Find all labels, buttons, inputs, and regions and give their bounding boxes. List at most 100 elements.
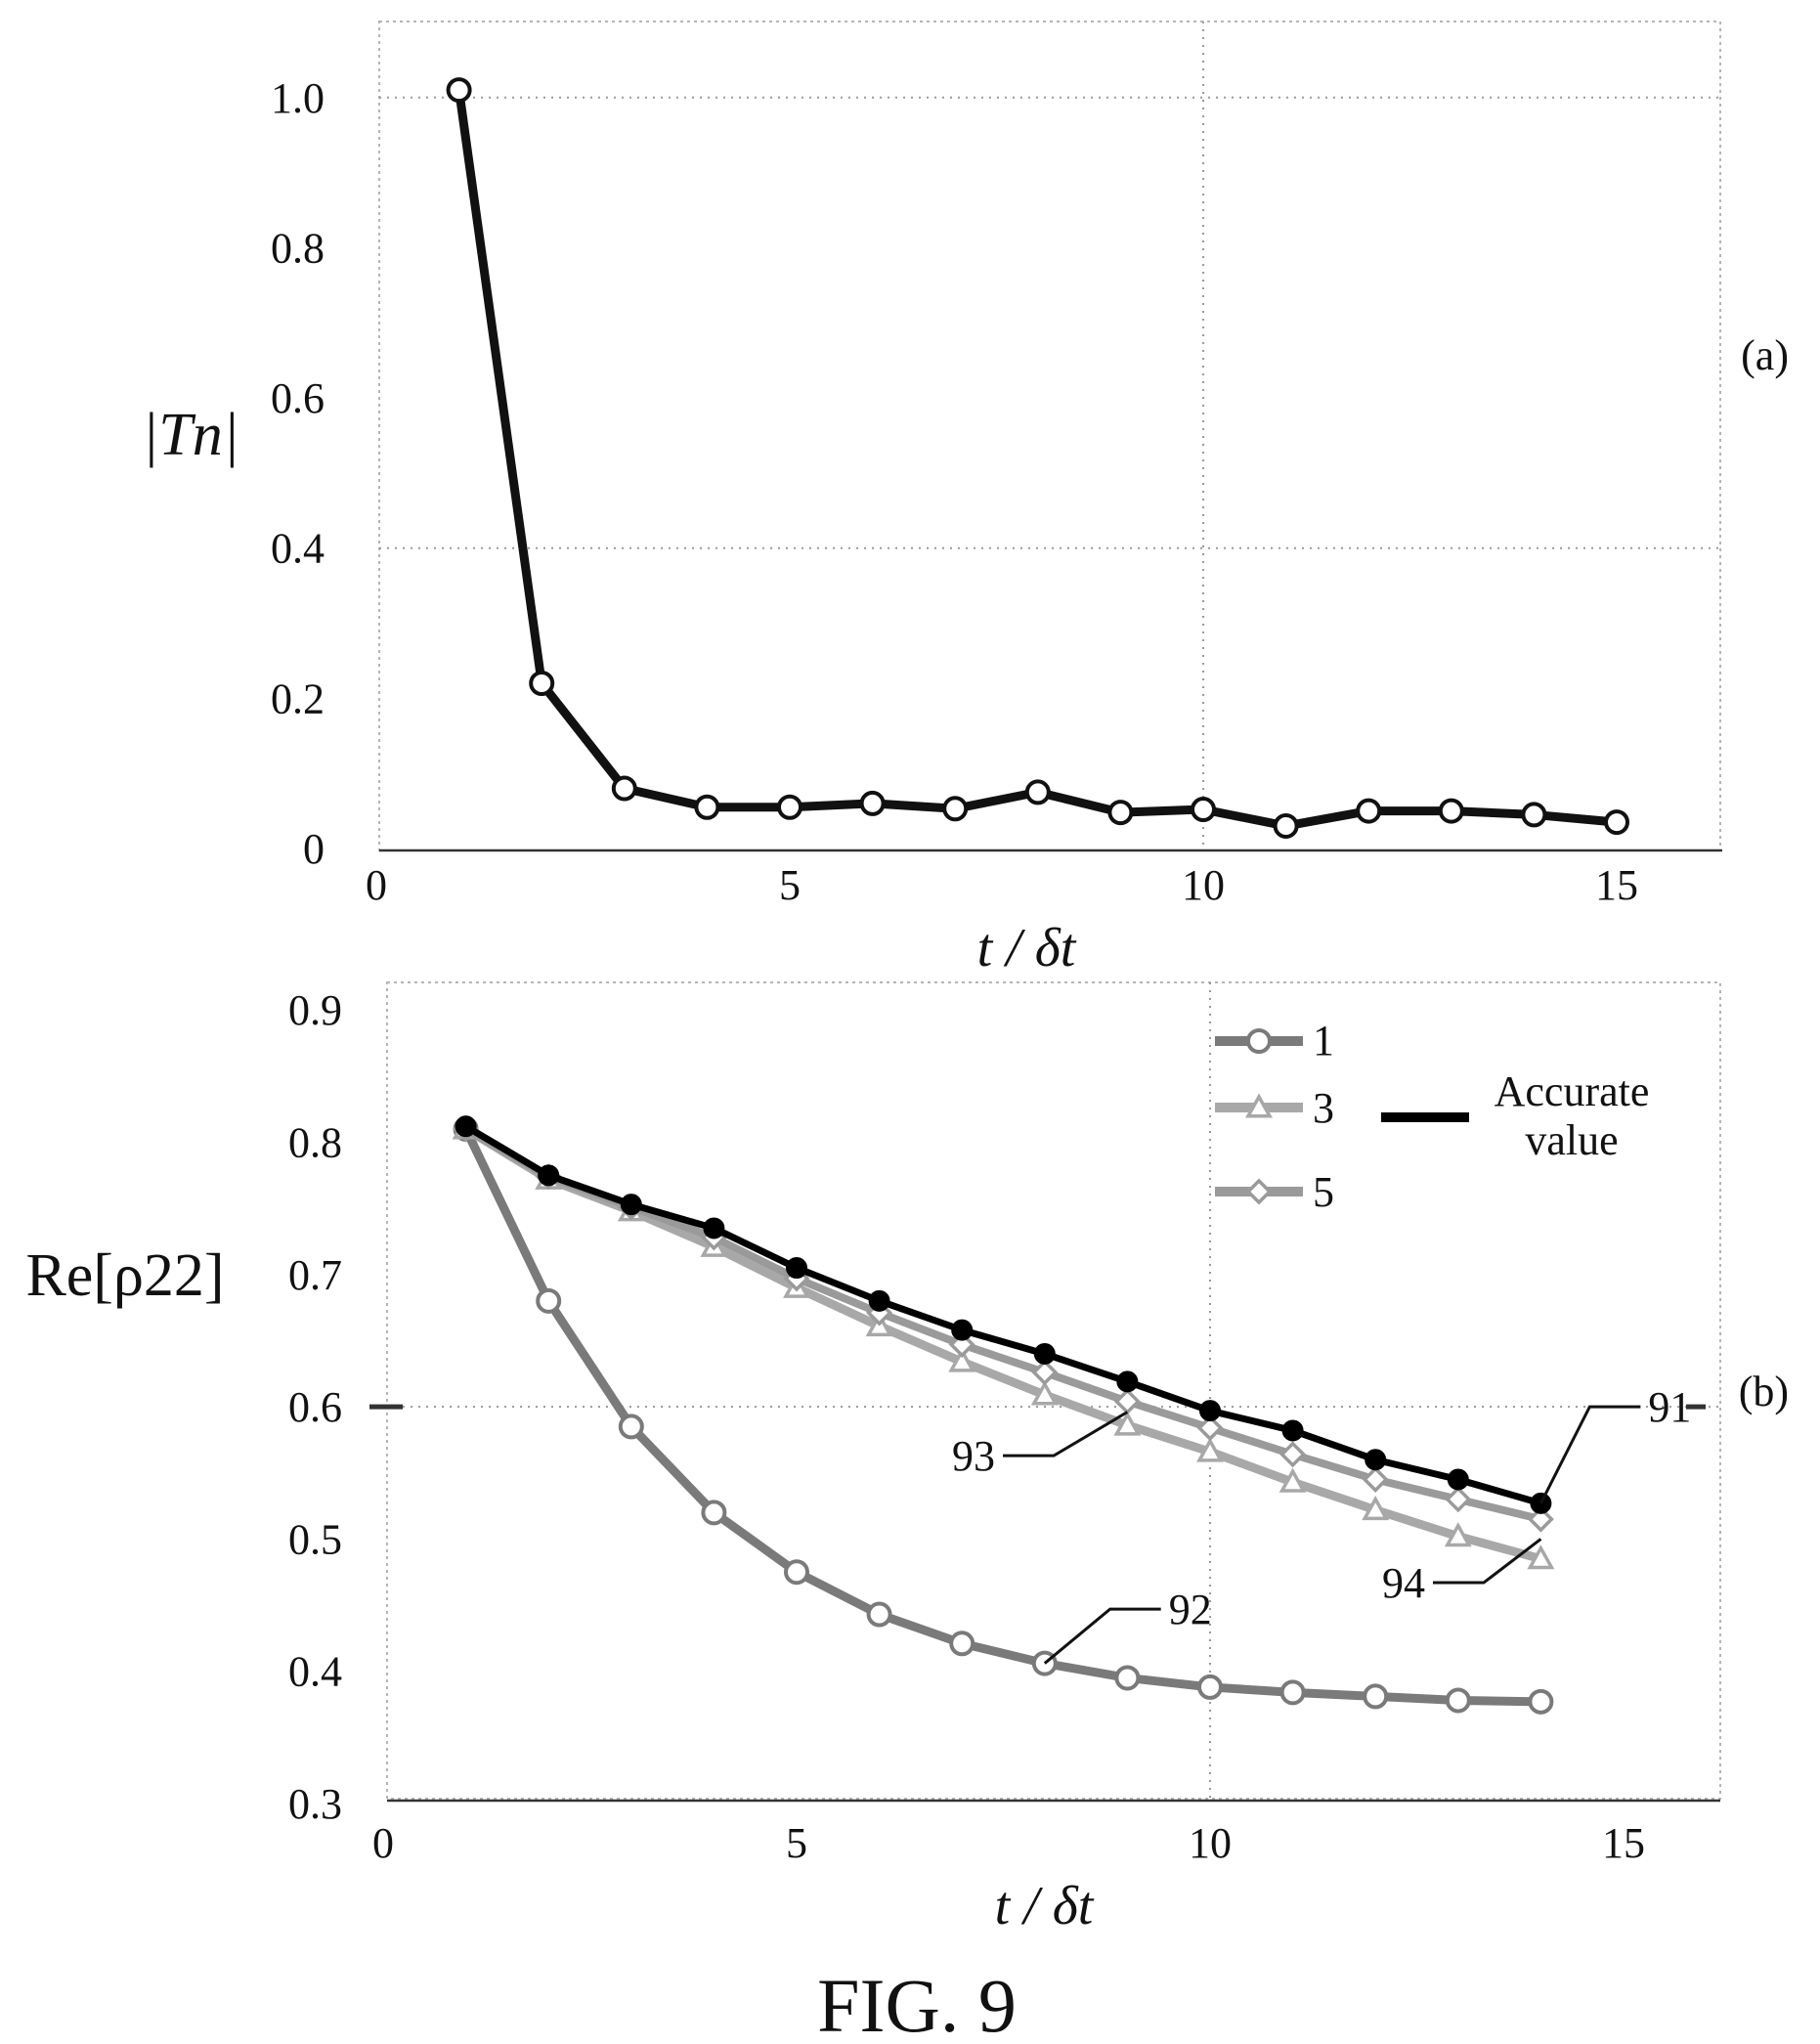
data-point [703, 1217, 725, 1239]
panel-b-axes [369, 1404, 1720, 1803]
x-tick-label: 15 [1602, 1819, 1645, 1867]
x-tick-label: 5 [779, 861, 801, 909]
x-tick-label: 10 [1189, 1819, 1232, 1867]
y-tick-label: 0.7 [288, 1251, 342, 1299]
data-point [1199, 1400, 1221, 1422]
panel-b-grid [387, 982, 1720, 1801]
y-tick-label: 0.4 [271, 525, 325, 573]
series-line [463, 1125, 1542, 1523]
panel-a-y-axis-label: |Tn| [142, 402, 239, 468]
legend-label-3: 3 [1313, 1084, 1334, 1132]
data-point [1273, 812, 1299, 839]
data-point [1445, 1687, 1471, 1714]
y-tick-label: 1.0 [271, 74, 325, 122]
data-point [949, 1631, 975, 1657]
legend-label-1: 1 [1313, 1017, 1334, 1065]
panel-b-annotations: 91 92 93 94 [952, 1383, 1691, 1665]
figure-caption: FIG. 9 [817, 1963, 1017, 2044]
data-point [1116, 1370, 1139, 1393]
data-point [1528, 1688, 1554, 1715]
series-line [455, 89, 1618, 831]
data-point [1196, 1437, 1224, 1462]
data-point [1281, 1419, 1304, 1442]
panel-b-x-tick-labels: 0 5 10 15 [372, 1819, 1645, 1867]
data-point [1196, 1414, 1224, 1442]
panel-a-x-tick-labels: 0 5 10 15 [366, 861, 1638, 909]
data-point [868, 1289, 890, 1312]
x-tick-label: 10 [1182, 861, 1225, 909]
panel-a-grid [379, 22, 1720, 850]
data-point [701, 1500, 727, 1526]
panel-b-series [452, 1114, 1555, 1715]
data-point [1024, 779, 1051, 805]
annotation-label: 92 [1169, 1586, 1212, 1633]
annotation-label: 94 [1382, 1559, 1425, 1607]
legend-swatch-marker [1245, 1178, 1273, 1205]
panel-b-chart: 0.3 0.4 0.5 0.6 0.7 0.8 0.9 0 5 10 15 91… [25, 981, 1789, 1936]
y-tick-label: 0.4 [288, 1648, 342, 1696]
y-tick-label: 0.6 [271, 374, 325, 422]
panel-b-plot-frame [386, 981, 1721, 1800]
data-point [859, 790, 886, 816]
data-point [1191, 797, 1216, 823]
data-point [1444, 1522, 1472, 1547]
data-point [1113, 1388, 1141, 1415]
legend-label-5: 5 [1313, 1168, 1334, 1216]
data-point [1031, 1359, 1059, 1386]
panel-a-chart: 0 0.2 0.4 0.6 0.8 1.0 0 5 10 15 t / δt |… [142, 21, 1789, 979]
series-line [461, 1127, 1541, 1707]
annotation-leader-line [1539, 1405, 1641, 1504]
data-point [942, 796, 969, 822]
panel-a-x-axis-label: t / δt [977, 918, 1077, 979]
panel-b-x-axis-label: t / δt [995, 1876, 1095, 1936]
data-point [1197, 1674, 1223, 1700]
legend-swatch-marker [1246, 1028, 1272, 1054]
data-point [536, 1287, 562, 1314]
x-tick-label: 15 [1595, 861, 1638, 909]
data-point [1438, 798, 1464, 824]
series-line [463, 1125, 1542, 1564]
panel-b-legend: 1 3 5 Accurate value [1215, 1017, 1649, 1216]
data-point [620, 1194, 642, 1216]
data-point [1604, 809, 1629, 836]
data-point [1363, 1683, 1389, 1710]
data-point [538, 1164, 560, 1187]
annotation-leader-line [1432, 1538, 1542, 1585]
panel-b-label: (b) [1739, 1368, 1789, 1415]
data-point [1447, 1468, 1469, 1491]
data-point [1365, 1449, 1387, 1471]
y-tick-label: 0.6 [288, 1383, 342, 1431]
data-point [784, 1559, 809, 1586]
data-point [1278, 1467, 1307, 1493]
y-tick-label: 0.3 [288, 1780, 342, 1828]
data-point [529, 670, 555, 696]
data-point [948, 1347, 976, 1372]
annotation-label: 91 [1648, 1383, 1691, 1431]
legend-label-accurate-line1: Accurate [1495, 1067, 1650, 1115]
data-point [1362, 1466, 1389, 1493]
panel-a-y-tick-labels: 0 0.2 0.4 0.6 0.8 1.0 [271, 74, 325, 873]
data-point [446, 77, 472, 104]
data-point [786, 1257, 807, 1280]
y-tick-label: 0.9 [288, 986, 342, 1034]
annotation-leader-line [1043, 1607, 1161, 1665]
x-tick-label: 0 [372, 1819, 394, 1867]
y-tick-label: 0.8 [271, 224, 325, 272]
data-point [1356, 798, 1382, 824]
x-tick-label: 5 [786, 1819, 807, 1867]
panel-b-y-tick-labels: 0.3 0.4 0.5 0.6 0.7 0.8 0.9 [288, 986, 342, 1828]
x-tick-label: 0 [366, 861, 387, 909]
panel-a-label: (a) [1741, 331, 1789, 379]
data-point [1113, 1411, 1142, 1436]
data-point [951, 1319, 974, 1341]
data-point [1107, 800, 1134, 826]
data-point [1527, 1544, 1555, 1570]
legend-swatches [1215, 1028, 1469, 1205]
panel-b-y-axis-label: Re[ρ22] [25, 1242, 224, 1309]
panel-a-series [446, 77, 1629, 839]
data-point [1030, 1380, 1059, 1406]
data-point [618, 1413, 644, 1440]
data-point [1527, 1505, 1554, 1533]
y-tick-label: 0 [303, 825, 325, 873]
